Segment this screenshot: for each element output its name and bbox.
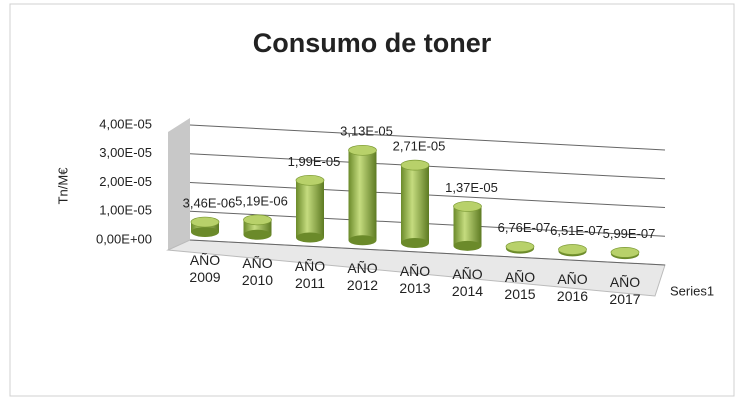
- x-tick-label: AÑO 2010: [241, 254, 274, 288]
- bar-top: [453, 201, 482, 212]
- bar-top: [610, 247, 640, 258]
- bar-base: [453, 240, 482, 251]
- y-tick-label: 3,00E-05: [99, 145, 152, 160]
- data-label: 3,46E-06: [183, 195, 236, 210]
- bar: [243, 214, 272, 240]
- bar: [505, 241, 535, 254]
- data-label: 5,19E-06: [235, 193, 288, 208]
- bar-body: [453, 206, 482, 246]
- bar: [295, 174, 325, 243]
- bar: [348, 144, 377, 246]
- grid-line: [189, 239, 666, 266]
- y-tick-label: 4,00E-05: [99, 116, 152, 131]
- x-tick-label: AÑO 2014: [451, 265, 484, 299]
- side-wall: [168, 118, 190, 250]
- bar-top: [400, 159, 430, 171]
- bar: [400, 159, 430, 249]
- data-label: 6,51E-07: [550, 223, 603, 238]
- bar-top: [348, 144, 377, 156]
- bar-top: [295, 174, 325, 186]
- y-tick-label: 2,00E-05: [99, 174, 152, 189]
- y-axis-label: Tn/M€: [55, 167, 70, 205]
- grid-line: [189, 124, 666, 151]
- y-tick-label: 0,00E+00: [96, 231, 152, 246]
- x-tick-label: AÑO 2009: [189, 252, 221, 285]
- y-tick-label: 1,00E-05: [99, 203, 152, 218]
- x-tick-label: AÑO 2017: [609, 274, 641, 308]
- data-label: 1,99E-05: [288, 154, 341, 169]
- x-tick-label: AÑO 2011: [294, 257, 326, 291]
- bar-body: [401, 165, 429, 244]
- series-label: Series1: [670, 283, 714, 298]
- chart-title: Consumo de toner: [253, 28, 492, 58]
- x-tick-label: AÑO 2016: [556, 271, 589, 305]
- data-label: 6,76E-07: [498, 220, 551, 235]
- bar: [190, 216, 220, 237]
- x-tick-label: AÑO 2015: [504, 268, 536, 302]
- bar-base: [243, 229, 272, 240]
- bar-body: [296, 180, 324, 238]
- bar-base: [296, 232, 324, 243]
- data-label: 3,13E-05: [340, 124, 393, 139]
- bar: [610, 247, 640, 260]
- x-tick-label: AÑO 2012: [346, 260, 379, 294]
- bar-top: [505, 241, 535, 252]
- bar-base: [348, 235, 377, 246]
- bar-top: [558, 244, 587, 255]
- x-tick-label: AÑO 2013: [399, 263, 431, 297]
- bar-body: [348, 150, 377, 241]
- data-label: 2,71E-05: [393, 139, 446, 154]
- data-label: 5,99E-07: [603, 226, 656, 241]
- data-label: 1,37E-05: [445, 180, 498, 195]
- bar: [558, 244, 587, 257]
- bar-base: [401, 238, 429, 249]
- bar-top: [190, 216, 220, 228]
- bar: [453, 201, 482, 251]
- bar-top: [243, 214, 272, 226]
- bar-base: [191, 227, 219, 237]
